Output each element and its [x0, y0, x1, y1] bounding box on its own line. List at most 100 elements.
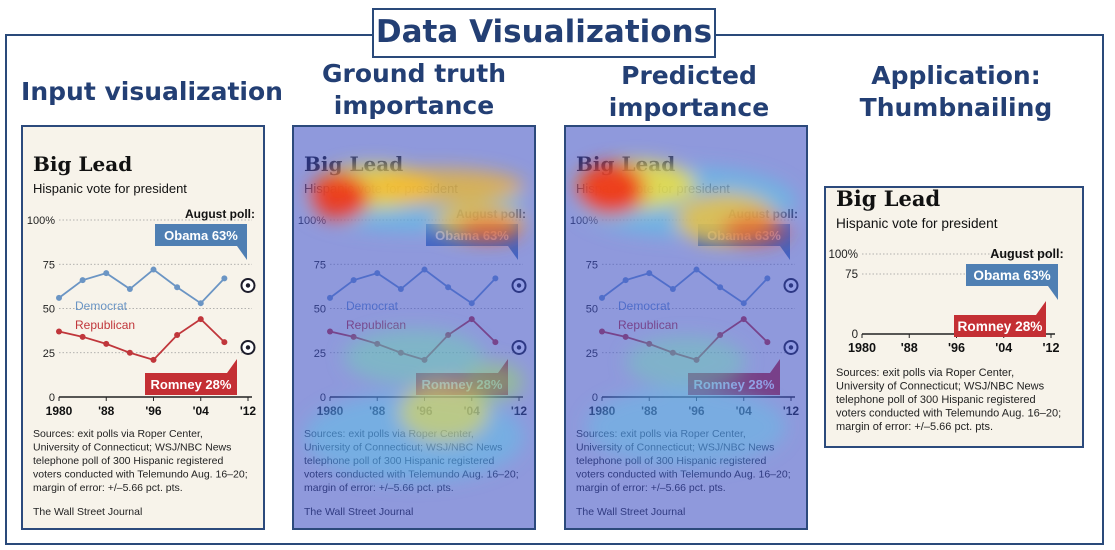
democrat-point: [126, 286, 133, 293]
x-tick-label: '88: [901, 341, 918, 355]
y-tick-label: 100%: [27, 215, 55, 227]
heat-blob: [722, 214, 790, 246]
ground-truth-title-line1: Ground truth: [321, 59, 507, 88]
chart-subtitle: Hispanic vote for president: [33, 181, 187, 196]
democrat-point: [174, 284, 181, 291]
heat-blob: [309, 173, 369, 221]
sources-line: University of Connecticut; WSJ/NBC News: [836, 381, 1045, 393]
chart-title: Big Lead: [33, 152, 132, 176]
sources-line: voters conducted with Telemundo Aug. 16–…: [836, 408, 1061, 420]
sources-line: Sources: exit polls via Roper Center,: [33, 428, 203, 440]
republican-point: [174, 332, 181, 339]
y-tick-label: 25: [43, 348, 55, 360]
main-title: Data Visualizations: [372, 8, 716, 58]
heat-blob: [464, 362, 524, 402]
chart-svg: Big Lead Hispanic vote for president 100% 7…: [23, 127, 263, 528]
y-tick-label: 50: [43, 304, 55, 316]
callout-header: August poll:: [185, 207, 255, 221]
chart-credit: The Wall Street Journal: [33, 506, 142, 518]
sources-line: margin of error: +/–5.66 pct. pts.: [33, 482, 183, 494]
heat-blob: [399, 382, 489, 442]
obama-callout-label: Obama 63%: [973, 268, 1050, 283]
republican-point: [126, 349, 133, 356]
sources-line: margin of error: +/–5.66 pct. pts.: [836, 421, 993, 433]
democrat-label: Democrat: [75, 299, 128, 313]
sources-line: voters conducted with Telemundo Aug. 16–…: [33, 469, 248, 481]
democrat-point: [56, 294, 62, 301]
chart-subtitle: Hispanic vote for president: [836, 216, 998, 231]
heat-blob: [586, 387, 786, 467]
predicted-title-line2: importance: [608, 93, 770, 122]
y-tick-label: 100%: [828, 249, 858, 261]
thumbnail-panel: Big Lead Hispanic vote for president 100% 7…: [824, 186, 1084, 448]
input-title-text: Input visualization: [21, 77, 283, 106]
heat-blob: [626, 336, 746, 388]
ground-truth-column-title: Ground truth importance: [290, 58, 538, 122]
republican-label: Republican: [75, 318, 135, 332]
importance-heatmap: [304, 165, 524, 482]
romney-callout: [954, 315, 1046, 337]
heat-blob: [344, 329, 484, 385]
chart-title: Big Lead: [836, 188, 940, 211]
predicted-column-title: Predicted importance: [562, 60, 816, 124]
heat-blob: [457, 218, 521, 242]
republican-point: [197, 316, 204, 323]
chart-background: [23, 127, 263, 528]
x-tick-label: '04: [995, 341, 1012, 355]
republican-series-line: [58, 317, 226, 361]
ground-truth-title-line2: importance: [333, 91, 495, 120]
chart-content: Big Lead Hispanic vote for president 100% 7…: [27, 152, 257, 518]
obama-callout-pointer: [1048, 286, 1058, 300]
callout-header: August poll:: [990, 247, 1063, 261]
chart-svg: Big Lead Hispanic vote for president 100% 7…: [826, 188, 1082, 446]
obama-callout: [155, 224, 247, 246]
application-column-title: Application: Thumbnailing: [820, 60, 1092, 124]
obama-callout: [966, 264, 1058, 286]
romney-callout-pointer: [227, 359, 237, 373]
sources-line: Sources: exit polls via Roper Center,: [836, 367, 1014, 379]
x-tick-label: '04: [193, 404, 210, 418]
obama-callout-label: Obama 63%: [164, 228, 238, 243]
predicted-title-line1: Predicted: [621, 61, 757, 90]
sources-line: telephone poll of 300 Hispanic registere…: [33, 455, 223, 467]
y-tick-label: 0: [852, 329, 858, 341]
x-tick-label: 1980: [848, 341, 876, 355]
x-tick-label: '96: [948, 341, 965, 355]
obama-callout-pointer: [237, 246, 247, 260]
democrat-point: [79, 277, 86, 284]
romney-callout-label: Romney 28%: [958, 319, 1043, 334]
heat-blob: [577, 163, 645, 215]
x-tick-label: '12: [1042, 341, 1059, 355]
republican-point: [221, 339, 228, 346]
romney-callout-pointer: [1036, 301, 1046, 315]
importance-heatmap: [576, 161, 796, 467]
x-tick-label: 1980: [46, 404, 73, 418]
democrat-point: [150, 266, 157, 273]
obama-poll-marker-dot: [245, 283, 251, 288]
application-title-line1: Application:: [871, 61, 1041, 90]
republican-point: [150, 356, 157, 363]
x-tick-label: '88: [98, 404, 115, 418]
input-column-title: Input visualization: [10, 76, 294, 108]
democrat-point: [103, 270, 110, 277]
y-tick-label: 75: [43, 259, 55, 271]
democrat-point: [221, 275, 228, 282]
sources-line: telephone poll of 300 Hispanic registere…: [836, 394, 1036, 406]
republican-point: [103, 340, 110, 347]
y-tick-label: 75: [845, 269, 858, 281]
chart-content: Big Lead Hispanic vote for president 100% 7…: [828, 188, 1063, 433]
y-tick-label: 0: [49, 392, 55, 404]
democrat-series-line: [58, 268, 226, 305]
romney-poll-marker-dot: [245, 345, 251, 350]
application-title-line2: Thumbnailing: [859, 93, 1053, 122]
input-chart-panel: Big Lead Hispanic vote for president 100% 7…: [21, 125, 265, 530]
democrat-point: [197, 300, 204, 307]
romney-callout: [145, 373, 237, 395]
x-tick-label: '12: [240, 404, 257, 418]
republican-point: [79, 333, 86, 340]
heat-blob: [364, 169, 524, 205]
